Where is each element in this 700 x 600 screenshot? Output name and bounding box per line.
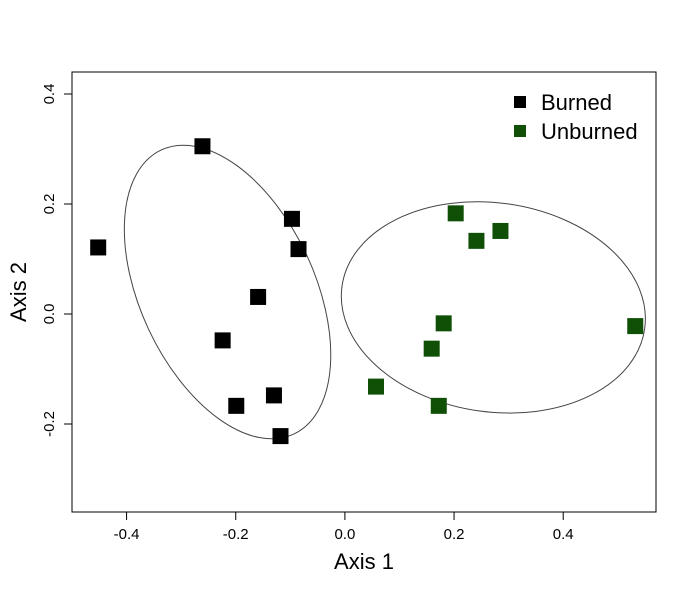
data-point-0-1 — [194, 138, 211, 155]
legend-label-1: Unburned — [541, 119, 638, 144]
data-point-1-0 — [447, 205, 464, 222]
legend-swatch-0 — [514, 96, 526, 108]
data-point-0-0 — [90, 239, 107, 256]
ellipse-layer — [123, 144, 646, 440]
y-tick-label: -0.2 — [41, 411, 58, 437]
data-point-0-2 — [283, 210, 300, 227]
data-point-0-6 — [228, 397, 245, 414]
data-point-1-6 — [430, 397, 447, 414]
y-axis-title: Axis 2 — [6, 262, 31, 322]
data-point-0-8 — [272, 428, 289, 445]
x-tick-label: 0.2 — [444, 526, 465, 543]
data-point-0-7 — [265, 387, 282, 404]
data-point-0-5 — [214, 332, 231, 349]
x-tick-label: 0.0 — [334, 526, 355, 543]
x-tick-label: -0.4 — [114, 526, 140, 543]
plot-frame — [71, 71, 657, 513]
data-point-1-5 — [368, 378, 385, 395]
confidence-ellipse-0 — [123, 144, 332, 440]
data-point-1-1 — [468, 232, 485, 249]
x-axis-title: Axis 1 — [334, 549, 394, 574]
y-tick-label: 0.0 — [41, 304, 58, 325]
data-point-0-3 — [290, 241, 307, 258]
points-layer — [90, 138, 644, 445]
data-point-1-4 — [423, 340, 440, 357]
data-point-0-4 — [250, 288, 267, 305]
confidence-ellipse-1 — [340, 201, 646, 414]
y-axis: -0.2 0.0 0.2 0.4 — [41, 84, 72, 437]
y-tick-label: 0.4 — [41, 84, 58, 105]
data-point-1-3 — [435, 315, 452, 332]
y-tick-label: 0.2 — [41, 194, 58, 215]
legend-label-0: Burned — [541, 90, 612, 115]
data-point-1-2 — [492, 222, 509, 239]
x-tick-label: 0.4 — [553, 526, 574, 543]
legend-swatch-1 — [514, 125, 526, 137]
x-tick-label: -0.2 — [223, 526, 249, 543]
x-axis: -0.4 -0.2 0.0 0.2 0.4 — [114, 512, 574, 543]
legend: Burned Unburned — [514, 90, 638, 144]
data-point-1-7 — [627, 318, 644, 335]
